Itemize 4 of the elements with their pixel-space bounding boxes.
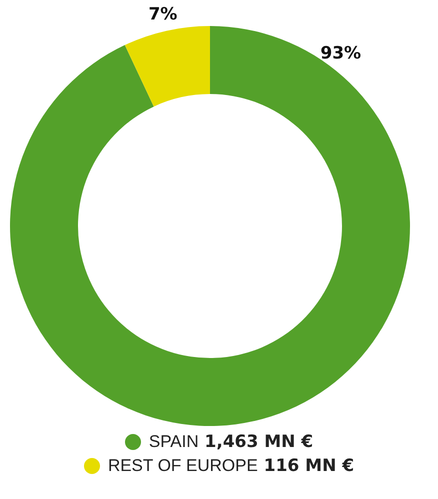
legend-label: SPAIN 1,463 MN € xyxy=(148,432,314,452)
data-label: 93% xyxy=(320,43,362,64)
data-label: 7% xyxy=(148,4,178,25)
legend-label: REST OF EUROPE 116 MN € xyxy=(108,456,354,476)
